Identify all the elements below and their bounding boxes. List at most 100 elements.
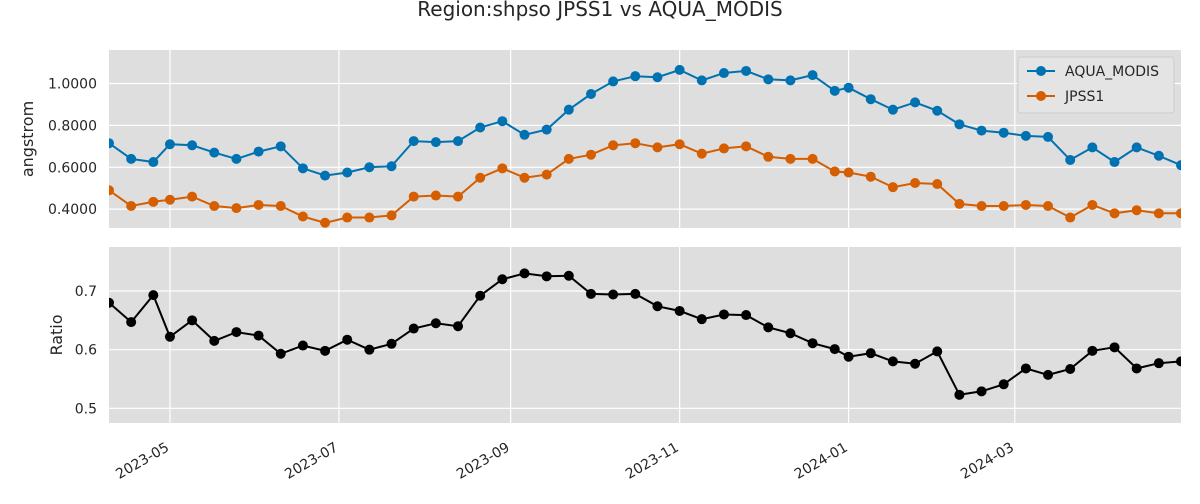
bottom-panel-ratio: 0.5 0.6 0.7 2023-05 2023-07 2023-09 2023-11 202… bbox=[47, 247, 1181, 483]
data-point-ratio bbox=[785, 328, 796, 339]
data-point-ratio bbox=[541, 271, 552, 282]
data-point-aqua_modis bbox=[297, 163, 308, 174]
data-point-ratio bbox=[932, 346, 943, 357]
data-point-aqua_modis bbox=[954, 119, 965, 130]
data-point-jpss1 bbox=[1153, 208, 1164, 219]
data-point-ratio bbox=[807, 338, 818, 349]
data-point-jpss1 bbox=[320, 217, 331, 228]
data-point-ratio bbox=[1087, 345, 1098, 356]
chart-title: Region:shpso JPSS1 vs AQUA_MODIS bbox=[417, 0, 782, 21]
data-point-ratio bbox=[696, 314, 707, 325]
x-tick-label: 2024-03 bbox=[958, 440, 1017, 483]
data-point-ratio bbox=[148, 290, 159, 301]
data-point-ratio bbox=[763, 322, 774, 333]
data-point-jpss1 bbox=[1065, 212, 1076, 223]
data-point-ratio bbox=[652, 301, 663, 312]
legend-label-jpss1: JPSS1 bbox=[1064, 89, 1104, 105]
data-point-ratio bbox=[408, 323, 419, 334]
data-point-ratio bbox=[187, 315, 198, 326]
data-point-ratio bbox=[829, 344, 840, 355]
data-point-aqua_modis bbox=[718, 68, 729, 79]
data-point-ratio bbox=[497, 274, 508, 285]
data-point-jpss1 bbox=[741, 141, 752, 152]
data-point-jpss1 bbox=[519, 172, 530, 183]
data-point-jpss1 bbox=[718, 143, 729, 154]
data-point-ratio bbox=[887, 356, 898, 367]
data-point-aqua_modis bbox=[829, 85, 840, 96]
data-point-jpss1 bbox=[674, 139, 685, 150]
data-point-jpss1 bbox=[497, 163, 508, 174]
x-tick-label: 2023-05 bbox=[113, 440, 172, 483]
data-point-jpss1 bbox=[976, 201, 987, 212]
data-point-aqua_modis bbox=[109, 138, 114, 149]
data-point-jpss1 bbox=[763, 151, 774, 162]
data-point-ratio bbox=[1020, 363, 1031, 374]
data-point-jpss1 bbox=[126, 201, 137, 212]
data-point-jpss1 bbox=[1087, 199, 1098, 210]
data-point-jpss1 bbox=[253, 199, 264, 210]
data-point-ratio bbox=[998, 379, 1009, 390]
data-point-ratio bbox=[164, 331, 175, 342]
data-point-jpss1 bbox=[807, 153, 818, 164]
data-point-jpss1 bbox=[408, 191, 419, 202]
data-point-ratio bbox=[126, 317, 137, 328]
legend-label-aqua_modis: AQUA_MODIS bbox=[1065, 64, 1159, 80]
data-point-jpss1 bbox=[109, 185, 114, 196]
data-point-aqua_modis bbox=[741, 65, 752, 76]
data-point-jpss1 bbox=[231, 203, 242, 214]
data-point-jpss1 bbox=[1176, 208, 1181, 219]
data-point-jpss1 bbox=[910, 177, 921, 188]
data-point-aqua_modis bbox=[253, 146, 264, 157]
data-point-ratio bbox=[253, 330, 264, 341]
plot-area bbox=[109, 268, 1181, 400]
y-tick-label: 0.6000 bbox=[48, 160, 97, 176]
y-tick-label: 0.8000 bbox=[48, 118, 97, 134]
data-point-aqua_modis bbox=[608, 76, 619, 87]
data-point-aqua_modis bbox=[342, 167, 353, 178]
data-point-aqua_modis bbox=[1043, 131, 1054, 142]
plot-background bbox=[109, 50, 1181, 228]
data-point-ratio bbox=[1131, 363, 1142, 374]
y-tick-label: 0.4000 bbox=[48, 202, 97, 218]
data-point-ratio bbox=[741, 310, 752, 321]
data-point-jpss1 bbox=[1131, 205, 1142, 216]
data-point-aqua_modis bbox=[1176, 160, 1181, 171]
data-point-aqua_modis bbox=[998, 127, 1009, 138]
data-point-jpss1 bbox=[829, 166, 840, 177]
data-point-aqua_modis bbox=[976, 125, 987, 136]
data-point-ratio bbox=[231, 327, 242, 338]
data-point-jpss1 bbox=[164, 194, 175, 205]
data-point-ratio bbox=[563, 270, 574, 281]
y-tick-label: 0.5 bbox=[75, 401, 97, 417]
data-point-ratio bbox=[430, 318, 441, 329]
data-point-aqua_modis bbox=[785, 75, 796, 86]
data-point-ratio bbox=[1043, 369, 1054, 380]
data-point-aqua_modis bbox=[1020, 130, 1031, 141]
data-point-aqua_modis bbox=[696, 75, 707, 86]
data-point-ratio bbox=[386, 338, 397, 349]
data-point-jpss1 bbox=[297, 211, 308, 222]
data-point-ratio bbox=[364, 344, 375, 355]
data-point-ratio bbox=[297, 340, 308, 351]
data-point-jpss1 bbox=[954, 198, 965, 209]
x-tick-label: 2023-07 bbox=[282, 440, 341, 483]
data-point-aqua_modis bbox=[231, 153, 242, 164]
data-point-jpss1 bbox=[1020, 199, 1031, 210]
data-point-jpss1 bbox=[696, 148, 707, 159]
data-point-jpss1 bbox=[887, 182, 898, 193]
plot-area bbox=[109, 64, 1181, 228]
data-point-jpss1 bbox=[785, 153, 796, 164]
data-point-ratio bbox=[475, 290, 486, 301]
data-point-aqua_modis bbox=[275, 141, 286, 152]
data-point-aqua_modis bbox=[364, 162, 375, 173]
data-point-jpss1 bbox=[932, 179, 943, 190]
data-point-aqua_modis bbox=[763, 74, 774, 85]
data-point-aqua_modis bbox=[910, 97, 921, 108]
data-point-ratio bbox=[585, 288, 596, 299]
data-point-ratio bbox=[910, 358, 921, 369]
data-point-jpss1 bbox=[386, 210, 397, 221]
data-point-ratio bbox=[608, 289, 619, 300]
data-point-ratio bbox=[954, 389, 965, 400]
data-point-aqua_modis bbox=[519, 129, 530, 140]
